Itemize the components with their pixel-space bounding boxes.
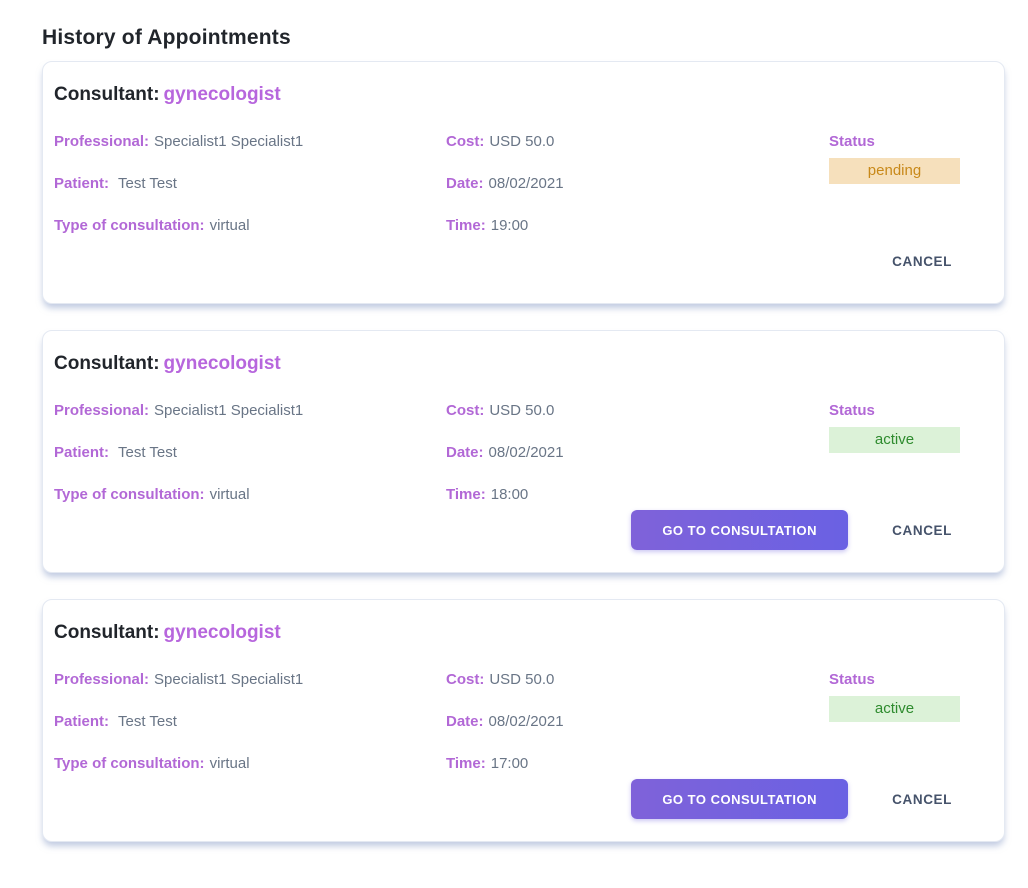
- details-middle-column: Cost: USD 50.0 Date: 08/02/2021 Time: 19:00: [446, 132, 829, 235]
- cost-value: USD 50.0: [489, 402, 555, 419]
- appointment-details: Professional: Specialist1 Specialist1 Pat…: [54, 401, 992, 504]
- patient-field: Patient: Test Test: [54, 443, 446, 462]
- appointment-card: Consultant: gynecologist Professional: Spe…: [42, 330, 1005, 573]
- status-block: Status active: [829, 401, 992, 504]
- cost-label: Cost:: [446, 671, 485, 688]
- consultant-heading: Consultant: gynecologist: [54, 353, 992, 375]
- professional-label: Professional:: [54, 671, 150, 688]
- date-label: Date:: [446, 175, 484, 192]
- date-value: 08/02/2021: [488, 713, 564, 730]
- cost-value: USD 50.0: [489, 671, 555, 688]
- date-value: 08/02/2021: [488, 175, 564, 192]
- patient-label: Patient:: [54, 713, 110, 730]
- consultant-heading: Consultant: gynecologist: [54, 84, 992, 106]
- consultant-name: gynecologist: [163, 353, 281, 374]
- date-label: Date:: [446, 713, 484, 730]
- time-field: Time: 19:00: [446, 216, 829, 235]
- patient-label: Patient:: [54, 444, 110, 461]
- time-field: Time: 18:00: [446, 485, 829, 504]
- details-middle-column: Cost: USD 50.0 Date: 08/02/2021 Time: 17:00: [446, 670, 829, 773]
- consultation-type-field: Type of consultation: virtual: [54, 485, 446, 504]
- go-to-consultation-button[interactable]: GO TO CONSULTATION: [631, 510, 849, 550]
- consultant-heading: Consultant: gynecologist: [54, 622, 992, 644]
- details-middle-column: Cost: USD 50.0 Date: 08/02/2021 Time: 18:00: [446, 401, 829, 504]
- cost-label: Cost:: [446, 133, 485, 150]
- cost-field: Cost: USD 50.0: [446, 132, 829, 151]
- status-label: Status: [829, 671, 875, 688]
- patient-label: Patient:: [54, 175, 110, 192]
- professional-label: Professional:: [54, 133, 150, 150]
- professional-value: Specialist1 Specialist1: [154, 671, 304, 688]
- card-actions: CANCEL: [54, 241, 992, 281]
- time-value: 19:00: [490, 217, 529, 234]
- date-label: Date:: [446, 444, 484, 461]
- go-to-consultation-button[interactable]: GO TO CONSULTATION: [631, 779, 849, 819]
- details-left-column: Professional: Specialist1 Specialist1 Pat…: [54, 401, 446, 504]
- consultation-type-label: Type of consultation:: [54, 755, 205, 772]
- date-field: Date: 08/02/2021: [446, 174, 829, 193]
- consultant-label: Consultant:: [54, 353, 160, 374]
- patient-field: Patient: Test Test: [54, 712, 446, 731]
- professional-field: Professional: Specialist1 Specialist1: [54, 670, 446, 689]
- time-label: Time:: [446, 217, 486, 234]
- details-left-column: Professional: Specialist1 Specialist1 Pat…: [54, 132, 446, 235]
- details-left-column: Professional: Specialist1 Specialist1 Pat…: [54, 670, 446, 773]
- status-badge: active: [829, 696, 960, 722]
- date-field: Date: 08/02/2021: [446, 712, 829, 731]
- cost-field: Cost: USD 50.0: [446, 670, 829, 689]
- professional-field: Professional: Specialist1 Specialist1: [54, 132, 446, 151]
- patient-value: Test Test: [118, 175, 177, 192]
- appointment-details: Professional: Specialist1 Specialist1 Pat…: [54, 670, 992, 773]
- date-value: 08/02/2021: [488, 444, 564, 461]
- time-field: Time: 17:00: [446, 754, 829, 773]
- time-value: 17:00: [490, 755, 529, 772]
- professional-value: Specialist1 Specialist1: [154, 133, 304, 150]
- appointment-details: Professional: Specialist1 Specialist1 Pat…: [54, 132, 992, 235]
- status-block: Status active: [829, 670, 992, 773]
- status-block: Status pending: [829, 132, 992, 235]
- page-title: History of Appointments: [42, 26, 291, 49]
- consultant-name: gynecologist: [163, 622, 281, 643]
- consultant-name: gynecologist: [163, 84, 281, 105]
- status-label: Status: [829, 133, 875, 150]
- consultation-type-field: Type of consultation: virtual: [54, 216, 446, 235]
- card-actions: GO TO CONSULTATION CANCEL: [54, 510, 992, 550]
- consultation-type-value: virtual: [209, 755, 250, 772]
- cancel-button[interactable]: CANCEL: [886, 246, 958, 277]
- time-value: 18:00: [490, 486, 529, 503]
- consultation-type-value: virtual: [209, 217, 250, 234]
- cost-value: USD 50.0: [489, 133, 555, 150]
- cancel-button[interactable]: CANCEL: [886, 784, 958, 815]
- time-label: Time:: [446, 755, 486, 772]
- consultation-type-field: Type of consultation: virtual: [54, 754, 446, 773]
- appointment-card: Consultant: gynecologist Professional: Spe…: [42, 599, 1005, 842]
- consultation-type-value: virtual: [209, 486, 250, 503]
- time-label: Time:: [446, 486, 486, 503]
- patient-field: Patient: Test Test: [54, 174, 446, 193]
- status-badge: active: [829, 427, 960, 453]
- consultant-label: Consultant:: [54, 622, 160, 643]
- card-actions: GO TO CONSULTATION CANCEL: [54, 779, 992, 819]
- cancel-button[interactable]: CANCEL: [886, 515, 958, 546]
- status-badge: pending: [829, 158, 960, 184]
- status-label: Status: [829, 402, 875, 419]
- professional-value: Specialist1 Specialist1: [154, 402, 304, 419]
- professional-label: Professional:: [54, 402, 150, 419]
- patient-value: Test Test: [118, 444, 177, 461]
- professional-field: Professional: Specialist1 Specialist1: [54, 401, 446, 420]
- consultant-label: Consultant:: [54, 84, 160, 105]
- date-field: Date: 08/02/2021: [446, 443, 829, 462]
- appointment-card: Consultant: gynecologist Professional: Spe…: [42, 61, 1005, 304]
- consultation-type-label: Type of consultation:: [54, 217, 205, 234]
- cost-field: Cost: USD 50.0: [446, 401, 829, 420]
- consultation-type-label: Type of consultation:: [54, 486, 205, 503]
- patient-value: Test Test: [118, 713, 177, 730]
- cost-label: Cost:: [446, 402, 485, 419]
